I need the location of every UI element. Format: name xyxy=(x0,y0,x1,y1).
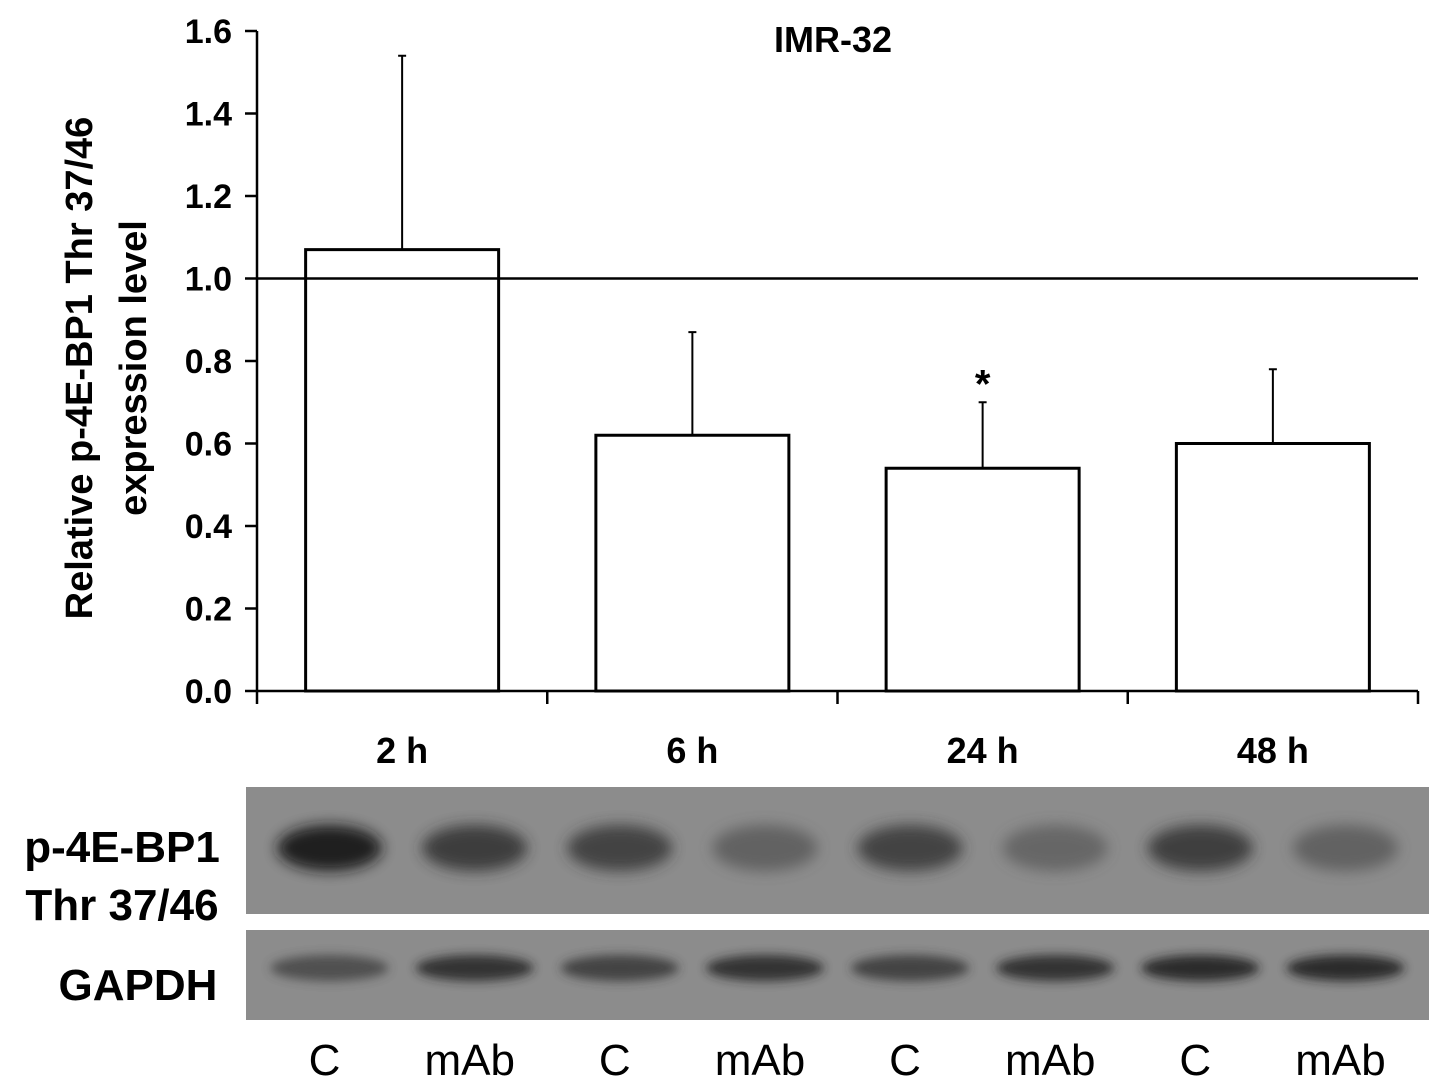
lane-label: C xyxy=(309,1036,341,1085)
blot-band xyxy=(1002,825,1108,871)
y-tick-label: 0.4 xyxy=(185,508,232,546)
blot-label-line-1: p-4E-BP1 xyxy=(24,823,220,872)
bar xyxy=(304,248,501,693)
category-label: 2 h xyxy=(376,730,428,771)
y-axis-label-line-2: expression level xyxy=(113,220,155,516)
blot-band xyxy=(415,955,534,981)
category-label: 6 h xyxy=(666,730,718,771)
blot-band xyxy=(270,955,389,981)
error-bars xyxy=(398,54,1277,469)
y-axis-label-line-1: Relative p-4E-BP1 Thr 37/46 xyxy=(59,117,101,620)
lane-label: mAb xyxy=(715,1036,805,1085)
significance-marks: * xyxy=(975,362,991,406)
lane-label: mAb xyxy=(1005,1036,1095,1085)
lane-label: C xyxy=(1179,1036,1211,1085)
blot-band xyxy=(1147,825,1253,871)
y-axis-label: Relative p-4E-BP1 Thr 37/46 expression l… xyxy=(59,117,155,620)
blot-bands xyxy=(270,955,1405,981)
bar xyxy=(594,433,791,693)
y-tick-label: 0.8 xyxy=(185,343,232,381)
blot-band xyxy=(1292,825,1398,871)
y-axis: 0.0 0.2 0.4 0.6 0.8 1.0 1.2 1.4 1.6 xyxy=(185,13,259,711)
blot-band xyxy=(1141,955,1260,981)
y-tick-label: 1.4 xyxy=(185,96,232,134)
significance-mark: * xyxy=(975,362,991,406)
blot-band xyxy=(277,825,383,871)
lane-label: mAb xyxy=(1295,1036,1385,1085)
y-tick-label: 1.2 xyxy=(185,178,232,216)
blot-band xyxy=(857,825,963,871)
bar-chart: IMR-32 Relative p-4E-BP1 Thr 37/46 expre… xyxy=(59,13,1420,771)
bar xyxy=(1174,442,1371,693)
category-label: 24 h xyxy=(947,730,1019,771)
blot-band xyxy=(705,955,824,981)
bar xyxy=(884,466,1081,693)
y-tick-label: 0.6 xyxy=(185,426,232,464)
lane-label: C xyxy=(599,1036,631,1085)
blot-label-line-2: Thr 37/46 xyxy=(25,881,218,930)
chart-title: IMR-32 xyxy=(774,19,892,60)
blot-strip xyxy=(246,930,1429,1020)
y-tick-label: 1.0 xyxy=(185,261,232,299)
lane-label: C xyxy=(889,1036,921,1085)
y-tick-label: 0.2 xyxy=(185,591,232,629)
blot-row-p-4e-bp1: p-4E-BP1 Thr 37/46 xyxy=(24,787,1429,930)
blot-band xyxy=(1286,955,1405,981)
blot-bands xyxy=(277,825,1398,871)
blot-label: GAPDH xyxy=(59,961,218,1010)
category-labels: 2 h 6 h 24 h 48 h xyxy=(376,730,1309,771)
blot-band xyxy=(996,955,1115,981)
blot-band xyxy=(851,955,970,981)
blot-band xyxy=(560,955,679,981)
blot-row-gapdh: GAPDH xyxy=(59,930,1429,1020)
y-tick-label: 0.0 xyxy=(185,673,232,711)
blot-band xyxy=(712,825,818,871)
blot-band xyxy=(422,825,528,871)
bars xyxy=(304,248,1371,693)
category-label: 48 h xyxy=(1237,730,1309,771)
blot-band xyxy=(567,825,673,871)
lane-label: mAb xyxy=(424,1036,514,1085)
y-tick-label: 1.6 xyxy=(185,13,232,51)
x-axis xyxy=(255,689,1420,704)
